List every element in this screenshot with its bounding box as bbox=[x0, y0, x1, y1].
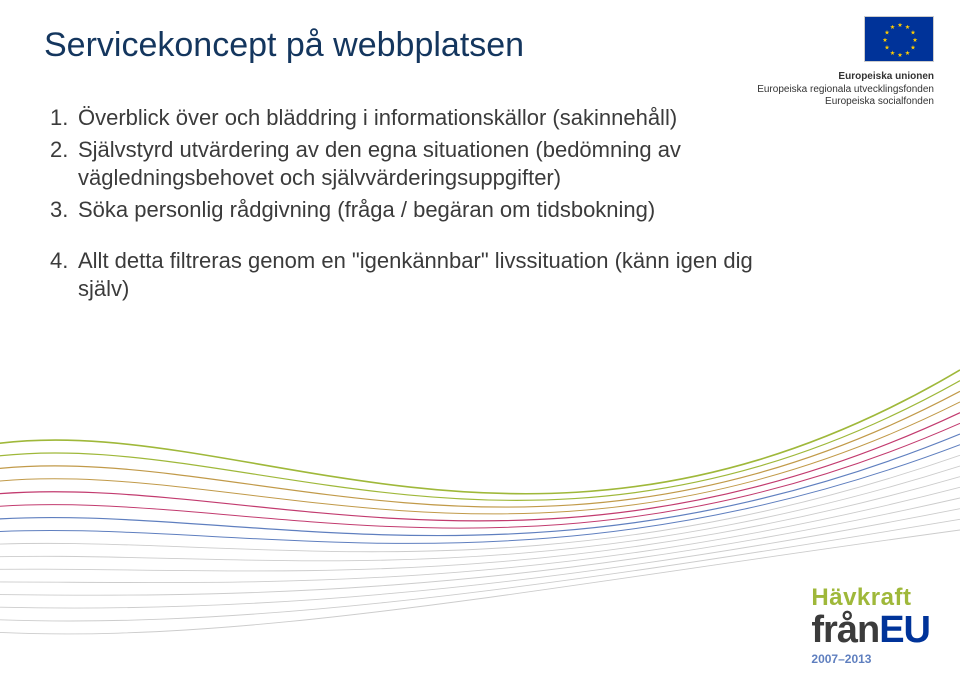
logo-line2: frånEU bbox=[811, 612, 930, 648]
logo-fran-text: från bbox=[811, 609, 879, 651]
logo-years: 2007–2013 bbox=[811, 652, 930, 666]
wave-line bbox=[0, 466, 960, 561]
wave-line bbox=[0, 402, 960, 514]
eu-text-line: Europeiska regionala utvecklingsfonden bbox=[757, 84, 934, 97]
wave-line bbox=[0, 434, 960, 536]
list-item-number: 1. bbox=[50, 104, 78, 132]
logo-line1: Hävkraft bbox=[811, 584, 930, 612]
list-item-number: 2. bbox=[50, 136, 78, 192]
list-spacer bbox=[50, 229, 810, 247]
havkraft-logo: Hävkraft frånEU 2007–2013 bbox=[811, 584, 930, 666]
slide-root: Servicekoncept på webbplatsen Europeiska… bbox=[0, 0, 960, 690]
wave-line bbox=[0, 477, 960, 571]
logo-eu-text: EU bbox=[879, 609, 930, 651]
list-item: 3.Söka personlig rådgivning (fråga / beg… bbox=[50, 196, 810, 224]
wave-line bbox=[0, 498, 960, 595]
wave-line bbox=[0, 381, 960, 501]
list-item-text: Allt detta filtreras genom en "igenkännb… bbox=[78, 247, 810, 303]
list-item: 2.Självstyrd utvärdering av den egna sit… bbox=[50, 136, 810, 192]
eu-text-line: Europeiska unionen bbox=[757, 71, 934, 84]
eu-flag-icon bbox=[864, 16, 934, 62]
list-item: 1.Överblick över och bläddring i informa… bbox=[50, 104, 810, 132]
wave-line bbox=[0, 487, 960, 582]
wave-line bbox=[0, 370, 960, 494]
wave-line bbox=[0, 455, 960, 551]
list-item-text: Överblick över och bläddring i informati… bbox=[78, 104, 810, 132]
list-item-number: 3. bbox=[50, 196, 78, 224]
eu-logo-block: Europeiska unionenEuropeiska regionala u… bbox=[757, 16, 934, 109]
wave-line bbox=[0, 423, 960, 528]
page-title: Servicekoncept på webbplatsen bbox=[44, 26, 524, 65]
list-item: 4.Allt detta filtreras genom en "igenkän… bbox=[50, 247, 810, 303]
eu-text: Europeiska unionenEuropeiska regionala u… bbox=[757, 71, 934, 109]
wave-line bbox=[0, 445, 960, 544]
list-item-number: 4. bbox=[50, 247, 78, 303]
wave-line bbox=[0, 391, 960, 507]
list-item-text: Självstyrd utvärdering av den egna situa… bbox=[78, 136, 810, 192]
list-item-text: Söka personlig rådgivning (fråga / begär… bbox=[78, 196, 810, 224]
wave-line bbox=[0, 413, 960, 521]
body-list: 1.Överblick över och bläddring i informa… bbox=[50, 104, 810, 307]
